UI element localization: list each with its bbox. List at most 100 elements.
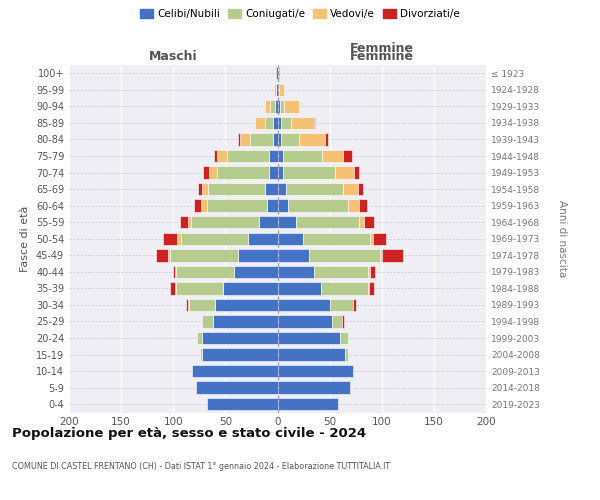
Bar xyxy=(202,332,277,344)
Bar xyxy=(217,150,227,162)
Bar xyxy=(206,200,267,212)
Bar xyxy=(173,266,175,278)
Bar xyxy=(277,398,338,410)
Bar xyxy=(265,116,274,129)
Bar xyxy=(194,200,202,212)
Bar xyxy=(343,183,358,196)
Bar xyxy=(358,183,363,196)
Bar xyxy=(267,200,277,212)
Bar xyxy=(277,266,314,278)
Bar xyxy=(198,183,202,196)
Bar xyxy=(240,134,250,145)
Bar xyxy=(364,216,374,228)
Bar xyxy=(277,365,353,378)
Bar xyxy=(342,316,344,328)
Bar xyxy=(345,348,349,361)
Bar xyxy=(277,200,288,212)
Bar xyxy=(223,282,277,294)
Bar xyxy=(332,316,342,328)
Bar xyxy=(277,134,281,145)
Bar xyxy=(234,266,277,278)
Bar xyxy=(382,249,403,262)
Bar xyxy=(277,100,280,112)
Bar xyxy=(380,249,382,262)
Bar xyxy=(277,382,350,394)
Bar xyxy=(168,249,170,262)
Bar xyxy=(170,282,175,294)
Bar xyxy=(280,100,284,112)
Bar xyxy=(274,116,277,129)
Bar xyxy=(353,166,359,179)
Bar xyxy=(314,116,315,129)
Bar xyxy=(368,282,369,294)
Text: Femmine: Femmine xyxy=(350,42,414,54)
Bar xyxy=(309,249,380,262)
Bar xyxy=(265,100,270,112)
Bar xyxy=(286,183,343,196)
Bar xyxy=(343,150,352,162)
Bar xyxy=(322,150,343,162)
Bar xyxy=(206,398,277,410)
Bar xyxy=(277,84,278,96)
Bar xyxy=(178,232,181,245)
Bar xyxy=(277,216,296,228)
Bar xyxy=(277,332,340,344)
Bar xyxy=(277,282,321,294)
Bar xyxy=(349,200,359,212)
Bar xyxy=(192,365,277,378)
Bar xyxy=(202,348,277,361)
Bar xyxy=(281,134,299,145)
Bar xyxy=(191,216,259,228)
Bar xyxy=(296,216,359,228)
Text: Popolazione per età, sesso e stato civile - 2024: Popolazione per età, sesso e stato civil… xyxy=(12,428,366,440)
Bar xyxy=(215,298,277,311)
Bar xyxy=(176,266,234,278)
Bar xyxy=(277,150,283,162)
Bar xyxy=(368,266,370,278)
Bar xyxy=(202,316,213,328)
Bar xyxy=(291,116,314,129)
Bar xyxy=(209,166,217,179)
Bar xyxy=(321,282,368,294)
Bar xyxy=(227,150,269,162)
Bar xyxy=(155,249,168,262)
Bar xyxy=(314,266,368,278)
Bar xyxy=(179,216,188,228)
Bar xyxy=(238,249,277,262)
Bar xyxy=(197,332,202,344)
Bar xyxy=(163,232,178,245)
Bar xyxy=(213,316,277,328)
Bar xyxy=(188,216,191,228)
Bar xyxy=(186,298,188,311)
Bar xyxy=(270,100,275,112)
Bar xyxy=(274,134,277,145)
Text: Maschi: Maschi xyxy=(149,50,197,64)
Bar xyxy=(335,166,353,179)
Bar xyxy=(188,298,189,311)
Bar xyxy=(353,298,356,311)
Bar xyxy=(373,232,386,245)
Bar xyxy=(238,134,240,145)
Bar xyxy=(277,232,302,245)
Bar xyxy=(196,382,277,394)
Bar xyxy=(274,84,277,96)
Bar xyxy=(248,232,277,245)
Bar xyxy=(370,266,376,278)
Bar xyxy=(254,116,265,129)
Bar xyxy=(181,232,248,245)
Text: Femmine: Femmine xyxy=(350,50,414,64)
Bar xyxy=(281,116,291,129)
Bar xyxy=(288,200,349,212)
Y-axis label: Fasce di età: Fasce di età xyxy=(20,206,30,272)
Bar xyxy=(277,316,332,328)
Bar xyxy=(217,166,269,179)
Bar xyxy=(277,298,329,311)
Bar xyxy=(202,200,206,212)
Bar xyxy=(359,216,364,228)
Bar xyxy=(325,134,328,145)
Bar xyxy=(369,282,374,294)
Bar xyxy=(277,166,283,179)
Bar xyxy=(283,150,322,162)
Bar xyxy=(299,134,325,145)
Bar xyxy=(203,166,209,179)
